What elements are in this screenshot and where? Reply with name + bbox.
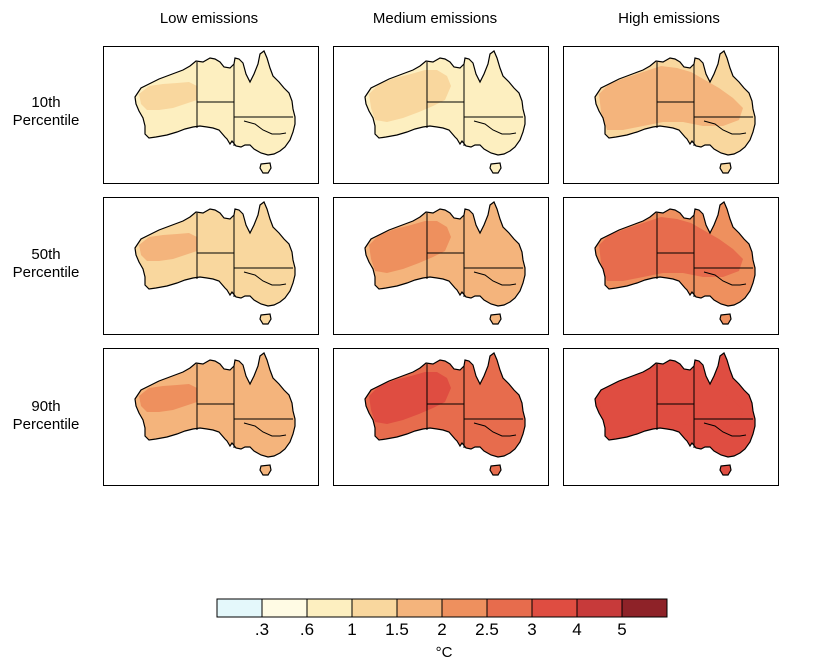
state-border [243,271,287,286]
australia-map [594,50,756,174]
map-panel-r1-c2 [563,197,779,335]
warming-zone [599,217,743,281]
state-border [473,120,517,135]
australia-map [594,201,756,325]
tasmania [489,464,502,476]
state-border [703,271,747,286]
colorbar-swatch [441,598,488,618]
state-border [703,422,747,437]
australia-map [364,50,526,174]
colorbar-swatch [306,598,353,618]
colorbar-tick-label: 1 [347,620,357,639]
warming-zone [139,233,197,261]
australia-map [134,352,296,476]
tasmania [259,313,272,325]
row-label-90th: 90th Percentile [0,398,92,434]
tasmania [259,464,272,476]
mainland-fill [135,353,295,457]
australia-map [364,352,526,476]
warming-zone [139,384,197,412]
colorbar-swatch [531,598,578,618]
colorbar-swatch [396,598,443,618]
map-panel-r2-c2 [563,348,779,486]
coastline [134,50,296,156]
colorbar-tick-label: 5 [617,620,627,639]
map-panel-r0-c2 [563,46,779,184]
tasmania [719,313,732,325]
colorbar-swatch [351,598,398,618]
australia-map [594,352,756,476]
row-label-line2: Percentile [12,264,80,281]
state-border [473,422,517,437]
colorbar [216,598,668,618]
map-panel-r0-c0 [103,46,319,184]
coastline [594,201,756,307]
coastline [134,201,296,307]
tasmania [719,162,732,174]
warming-zone [369,221,451,273]
mainland-fill [135,202,295,306]
australia-map [364,201,526,325]
state-border [473,271,517,286]
coastline [364,50,526,156]
colorbar-tick-label: 1.5 [385,620,409,639]
colorbar-swatch [621,598,668,618]
row-label-line2: Percentile [12,416,80,433]
map-panel-r1-c0 [103,197,319,335]
map-panel-r0-c1 [333,46,549,184]
coastline [364,352,526,458]
row-label-line2: Percentile [12,112,80,129]
colorbar-swatch [261,598,308,618]
coastline [134,352,296,458]
mainland-fill [135,51,295,155]
map-panel-r2-c0 [103,348,319,486]
colorbar-unit-label: °C [435,644,453,661]
row-label-10th: 10th Percentile [0,94,92,130]
column-header-medium: Medium emissions [372,10,498,27]
warming-zone [369,70,451,122]
colorbar-tick-label: .3 [254,620,270,639]
colorbar-swatch [486,598,533,618]
map-panel-r2-c1 [333,348,549,486]
state-border [243,422,287,437]
column-header-low: Low emissions [159,10,259,27]
colorbar-tick-label: 4 [572,620,582,639]
colorbar-tick-label: 3 [527,620,537,639]
warming-zone [139,82,197,110]
column-header-high: High emissions [618,10,720,27]
tasmania [719,464,732,476]
state-border [703,120,747,135]
colorbar-tick-label: 2.5 [475,620,499,639]
warming-zone [599,66,743,130]
warming-zone [369,372,451,424]
row-label-50th: 50th Percentile [0,246,92,282]
tasmania [489,313,502,325]
coastline [364,201,526,307]
colorbar-swatch [216,598,263,618]
colorbar-swatch [576,598,623,618]
state-border [243,120,287,135]
map-panel-r1-c1 [333,197,549,335]
australia-map [134,50,296,174]
warming-zone [599,368,743,432]
row-label-line1: 50th [31,246,61,263]
tasmania [489,162,502,174]
coastline [594,352,756,458]
colorbar-tick-label: .6 [299,620,315,639]
coastline [594,50,756,156]
row-label-line1: 90th [31,398,61,415]
colorbar-tick-label: 2 [437,620,447,639]
australia-map [134,201,296,325]
tasmania [259,162,272,174]
row-label-line1: 10th [31,94,61,111]
